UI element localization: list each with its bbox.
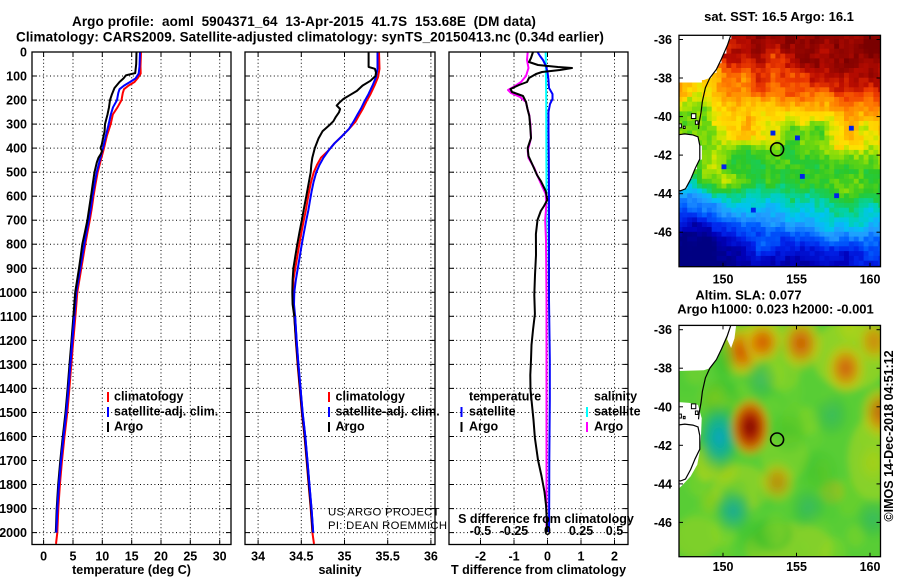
svg-text:10: 10 xyxy=(95,550,109,564)
svg-text:-36: -36 xyxy=(654,323,672,337)
svg-text:35: 35 xyxy=(338,550,352,564)
svg-text:salinity: salinity xyxy=(594,390,637,404)
svg-text:satellite-adj. clim.: satellite-adj. clim. xyxy=(336,405,440,419)
svg-text:160: 160 xyxy=(860,560,881,574)
svg-text:300: 300 xyxy=(6,118,27,132)
svg-text:0: 0 xyxy=(544,550,551,564)
svg-text:-0.25: -0.25 xyxy=(500,524,529,538)
svg-text:34: 34 xyxy=(251,550,265,564)
svg-text:-36: -36 xyxy=(654,33,672,47)
svg-text:satellite-adj. clim.: satellite-adj. clim. xyxy=(114,405,218,419)
svg-text:salinity: salinity xyxy=(318,563,361,577)
svg-text:-42: -42 xyxy=(654,439,672,453)
svg-text:15: 15 xyxy=(125,550,139,564)
svg-text:Argo: Argo xyxy=(469,420,499,434)
svg-text:150: 150 xyxy=(713,560,734,574)
svg-text:Altim. SLA: 0.077: Altim. SLA: 0.077 xyxy=(695,288,801,303)
svg-text:1100: 1100 xyxy=(0,310,27,324)
svg-text:20: 20 xyxy=(154,550,168,564)
svg-text:sat. SST: 16.5 Argo: 16.1: sat. SST: 16.5 Argo: 16.1 xyxy=(704,9,854,24)
svg-text:satellite: satellite xyxy=(594,405,641,419)
svg-text:-2: -2 xyxy=(475,550,486,564)
svg-text:150: 150 xyxy=(713,273,734,287)
svg-text:-38: -38 xyxy=(654,72,672,86)
svg-text:US ARGO PROJECT: US ARGO PROJECT xyxy=(328,507,440,519)
svg-text:1900: 1900 xyxy=(0,502,27,516)
svg-text:-46: -46 xyxy=(654,516,672,530)
svg-text:30: 30 xyxy=(213,550,227,564)
svg-text:-46: -46 xyxy=(654,226,672,240)
svg-text:T difference from climatology: T difference from climatology xyxy=(451,563,626,577)
svg-text:temperature: temperature xyxy=(469,390,541,404)
svg-text:1000: 1000 xyxy=(0,286,27,300)
svg-text:0.25: 0.25 xyxy=(569,524,593,538)
svg-text:PI: DEAN ROEMMICH: PI: DEAN ROEMMICH xyxy=(328,520,447,532)
svg-text:1800: 1800 xyxy=(0,478,27,492)
svg-text:-1: -1 xyxy=(508,550,519,564)
svg-text:temperature (deg C): temperature (deg C) xyxy=(72,563,191,577)
svg-text:climatology: climatology xyxy=(336,390,406,404)
svg-text:1500: 1500 xyxy=(0,406,27,420)
svg-text:0: 0 xyxy=(40,550,47,564)
svg-text:Argo: Argo xyxy=(114,420,144,434)
svg-text:1300: 1300 xyxy=(0,358,27,372)
svg-text:satellite: satellite xyxy=(469,405,516,419)
svg-text:34.5: 34.5 xyxy=(289,550,313,564)
svg-text:-44: -44 xyxy=(654,477,672,491)
svg-text:©IMOS 14-Dec-2018 04:51:12: ©IMOS 14-Dec-2018 04:51:12 xyxy=(882,350,896,521)
svg-text:500: 500 xyxy=(6,166,27,180)
svg-text:700: 700 xyxy=(6,214,27,228)
svg-text:1400: 1400 xyxy=(0,382,27,396)
svg-text:2: 2 xyxy=(611,550,618,564)
svg-text:-44: -44 xyxy=(654,187,672,201)
svg-text:200: 200 xyxy=(6,94,27,108)
svg-text:36: 36 xyxy=(424,550,438,564)
svg-text:0.5: 0.5 xyxy=(606,524,623,538)
svg-text:1: 1 xyxy=(578,550,585,564)
svg-text:Argo: Argo xyxy=(336,420,366,434)
svg-text:25: 25 xyxy=(183,550,197,564)
svg-text:S difference from climatology: S difference from climatology xyxy=(458,512,634,526)
svg-text:160: 160 xyxy=(860,273,881,287)
svg-text:5: 5 xyxy=(70,550,77,564)
svg-text:Argo: Argo xyxy=(594,420,624,434)
svg-text:-0.5: -0.5 xyxy=(470,524,492,538)
svg-text:155: 155 xyxy=(786,273,807,287)
svg-text:-40: -40 xyxy=(654,400,672,414)
svg-text:1700: 1700 xyxy=(0,454,27,468)
svg-text:Argo profile: aoml 5904371_6: Argo profile: aoml 5904371_64 13-Apr-201… xyxy=(72,14,536,29)
svg-text:Argo h1000: 0.023 h2000: -0.00: Argo h1000: 0.023 h2000: -0.001 xyxy=(677,302,874,317)
svg-text:600: 600 xyxy=(6,190,27,204)
svg-text:-40: -40 xyxy=(654,110,672,124)
svg-text:35.5: 35.5 xyxy=(376,550,400,564)
svg-text:900: 900 xyxy=(6,262,27,276)
svg-text:2000: 2000 xyxy=(0,526,27,540)
svg-text:climatology: climatology xyxy=(114,390,184,404)
svg-text:400: 400 xyxy=(6,142,27,156)
svg-text:1200: 1200 xyxy=(0,334,27,348)
svg-text:100: 100 xyxy=(6,70,27,84)
svg-text:-42: -42 xyxy=(654,149,672,163)
svg-text:800: 800 xyxy=(6,238,27,252)
svg-text:0: 0 xyxy=(20,46,27,60)
svg-text:0: 0 xyxy=(544,524,551,538)
svg-text:1600: 1600 xyxy=(0,430,27,444)
svg-text:155: 155 xyxy=(786,560,807,574)
svg-text:-38: -38 xyxy=(654,362,672,376)
svg-text:Climatology: CARS2009. Satelli: Climatology: CARS2009. Satellite-adjuste… xyxy=(16,30,604,45)
